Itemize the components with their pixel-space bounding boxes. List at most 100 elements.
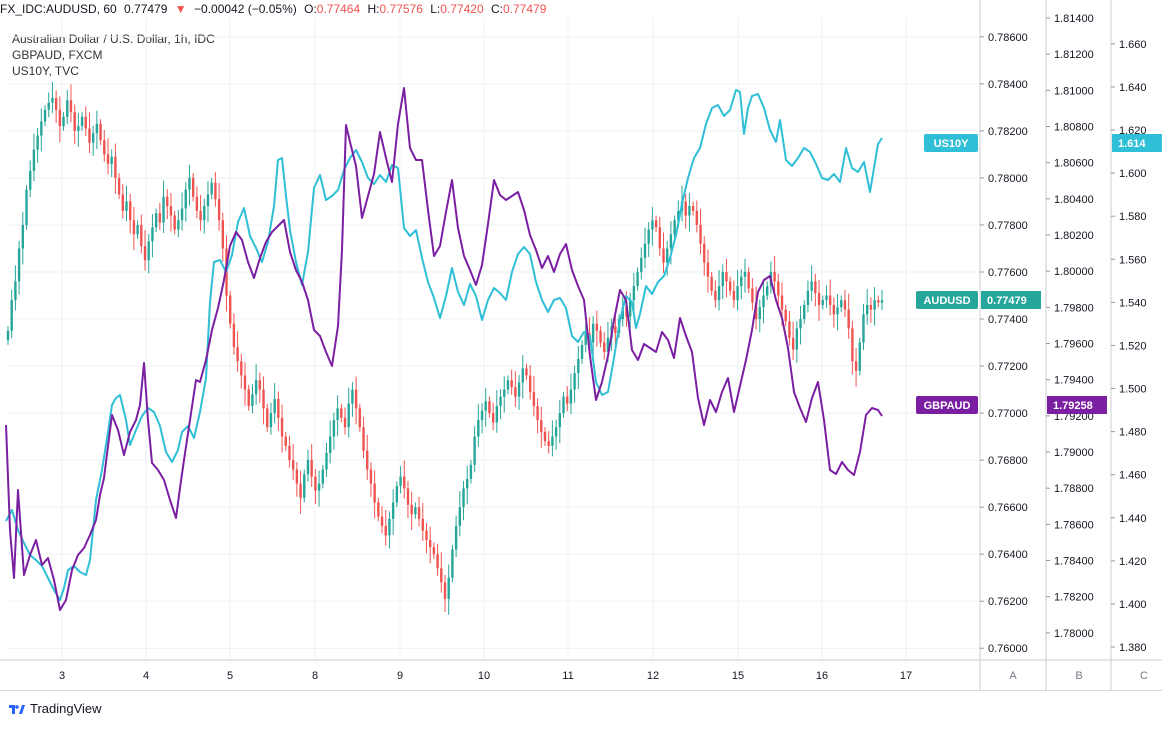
candle-body <box>873 300 876 310</box>
candle-body <box>136 224 139 235</box>
candle-body <box>377 502 380 517</box>
candle-body <box>840 300 843 308</box>
axis-b-tick-label: 1.78800 <box>1054 483 1094 495</box>
candle-body <box>388 518 391 536</box>
candle-body <box>54 97 58 110</box>
axis-a-tick-label: 0.77400 <box>988 314 1028 326</box>
candle-body <box>806 290 810 305</box>
candle-body <box>762 295 765 308</box>
candle-body <box>306 460 310 475</box>
candle-body <box>591 323 595 343</box>
series-gbpaud-line <box>5 87 883 611</box>
price-chart[interactable]: 0.78600 0.78400 0.78200 0.78000 0.77800 0.776… <box>0 0 1162 690</box>
candle-body <box>484 401 487 411</box>
candle-body <box>347 403 350 428</box>
legend-main[interactable]: Australian Dollar / U.S. Dollar, 1h, IDC <box>12 32 215 46</box>
candle-body <box>869 304 873 310</box>
candle-body <box>440 568 443 583</box>
candle-body <box>451 549 454 578</box>
candle-body <box>566 396 569 404</box>
badge-us10y <box>924 134 978 152</box>
candle-body <box>432 547 436 555</box>
candle-body <box>17 248 21 282</box>
time-axis-tick-label: 16 <box>816 670 828 682</box>
candle-body <box>577 358 580 374</box>
axis-c-tick-label: 1.520 <box>1119 340 1147 352</box>
candle-body <box>814 281 817 294</box>
candle-body <box>328 436 332 454</box>
candle-body <box>73 112 76 131</box>
candle-body <box>325 453 328 470</box>
candle-body <box>662 248 665 263</box>
candle-body <box>169 206 173 216</box>
candle-body <box>40 121 43 136</box>
axis-b-tick-label: 1.79800 <box>1054 302 1094 314</box>
badge-audusd-value-box <box>981 291 1041 309</box>
candle-body <box>491 413 495 423</box>
candle-body <box>80 116 84 127</box>
badge-us10y-value-box <box>1112 134 1162 152</box>
candle-body <box>528 375 532 392</box>
axis-b-tick-label: 1.79600 <box>1054 339 1094 351</box>
candle-body <box>443 582 447 599</box>
candle-body <box>462 488 465 508</box>
symbol-label[interactable]: FX_IDC:AUDUSD, 60 <box>0 2 117 16</box>
time-axis-tick-label: 12 <box>647 670 659 682</box>
badge-gbpaud-label: GBPAUD <box>924 400 971 412</box>
axis-a-tick-label: 0.76000 <box>988 643 1028 655</box>
candle-body <box>540 420 543 432</box>
candle-body <box>428 540 432 548</box>
candle-body <box>725 271 728 282</box>
candle-body <box>284 436 287 446</box>
candle-body <box>114 156 117 178</box>
time-axis-tick-label: 15 <box>732 670 744 682</box>
candle-body <box>643 243 647 258</box>
candle-body <box>203 206 206 221</box>
candle-body <box>243 375 247 390</box>
candle-body <box>395 485 399 503</box>
candle-body <box>573 373 576 390</box>
candle-body <box>332 420 336 437</box>
legend-overlay-gbpaud[interactable]: GBPAUD, FXCM <box>12 48 103 62</box>
candle-body <box>710 276 713 291</box>
candle-body <box>699 224 702 244</box>
candle-body <box>380 516 384 526</box>
candle-body <box>247 389 250 407</box>
candle-body <box>436 554 439 569</box>
change-arrow-icon: ▼ <box>174 2 187 16</box>
candle-body <box>180 208 184 221</box>
candle-body <box>447 577 450 599</box>
candle-body <box>362 427 365 451</box>
candle-body <box>688 206 691 216</box>
candle-body <box>584 333 587 345</box>
candle-body <box>273 398 276 414</box>
candle-body <box>317 483 321 491</box>
candle-body <box>510 380 513 388</box>
candle-body <box>129 201 132 221</box>
candle-body <box>858 342 861 371</box>
candle-body <box>84 116 87 129</box>
candle-body <box>403 476 406 489</box>
candle-body <box>558 413 562 428</box>
candle-body <box>658 227 661 249</box>
candle-body <box>795 328 799 350</box>
candle-body <box>121 194 125 211</box>
axis-a-tick-label: 0.78000 <box>988 173 1028 185</box>
candle-body <box>621 307 624 320</box>
candle-body <box>628 300 632 317</box>
candle-body <box>825 295 828 301</box>
time-axis-tick-label: 10 <box>478 670 490 682</box>
candle-body <box>410 504 413 515</box>
time-axis-tick-label: 5 <box>227 670 233 682</box>
tradingview-brand[interactable]: TradingView <box>8 701 102 716</box>
candle-body <box>229 295 232 324</box>
candle-body <box>6 330 10 341</box>
candle-body <box>340 408 343 418</box>
candle-body <box>236 347 239 362</box>
axis-c-tick-label: 1.540 <box>1119 297 1147 309</box>
candle-body <box>747 271 750 289</box>
time-axis-tick-label: 8 <box>312 670 318 682</box>
candle-body <box>717 286 721 301</box>
candle-body <box>110 156 113 164</box>
candle-body <box>188 177 191 190</box>
